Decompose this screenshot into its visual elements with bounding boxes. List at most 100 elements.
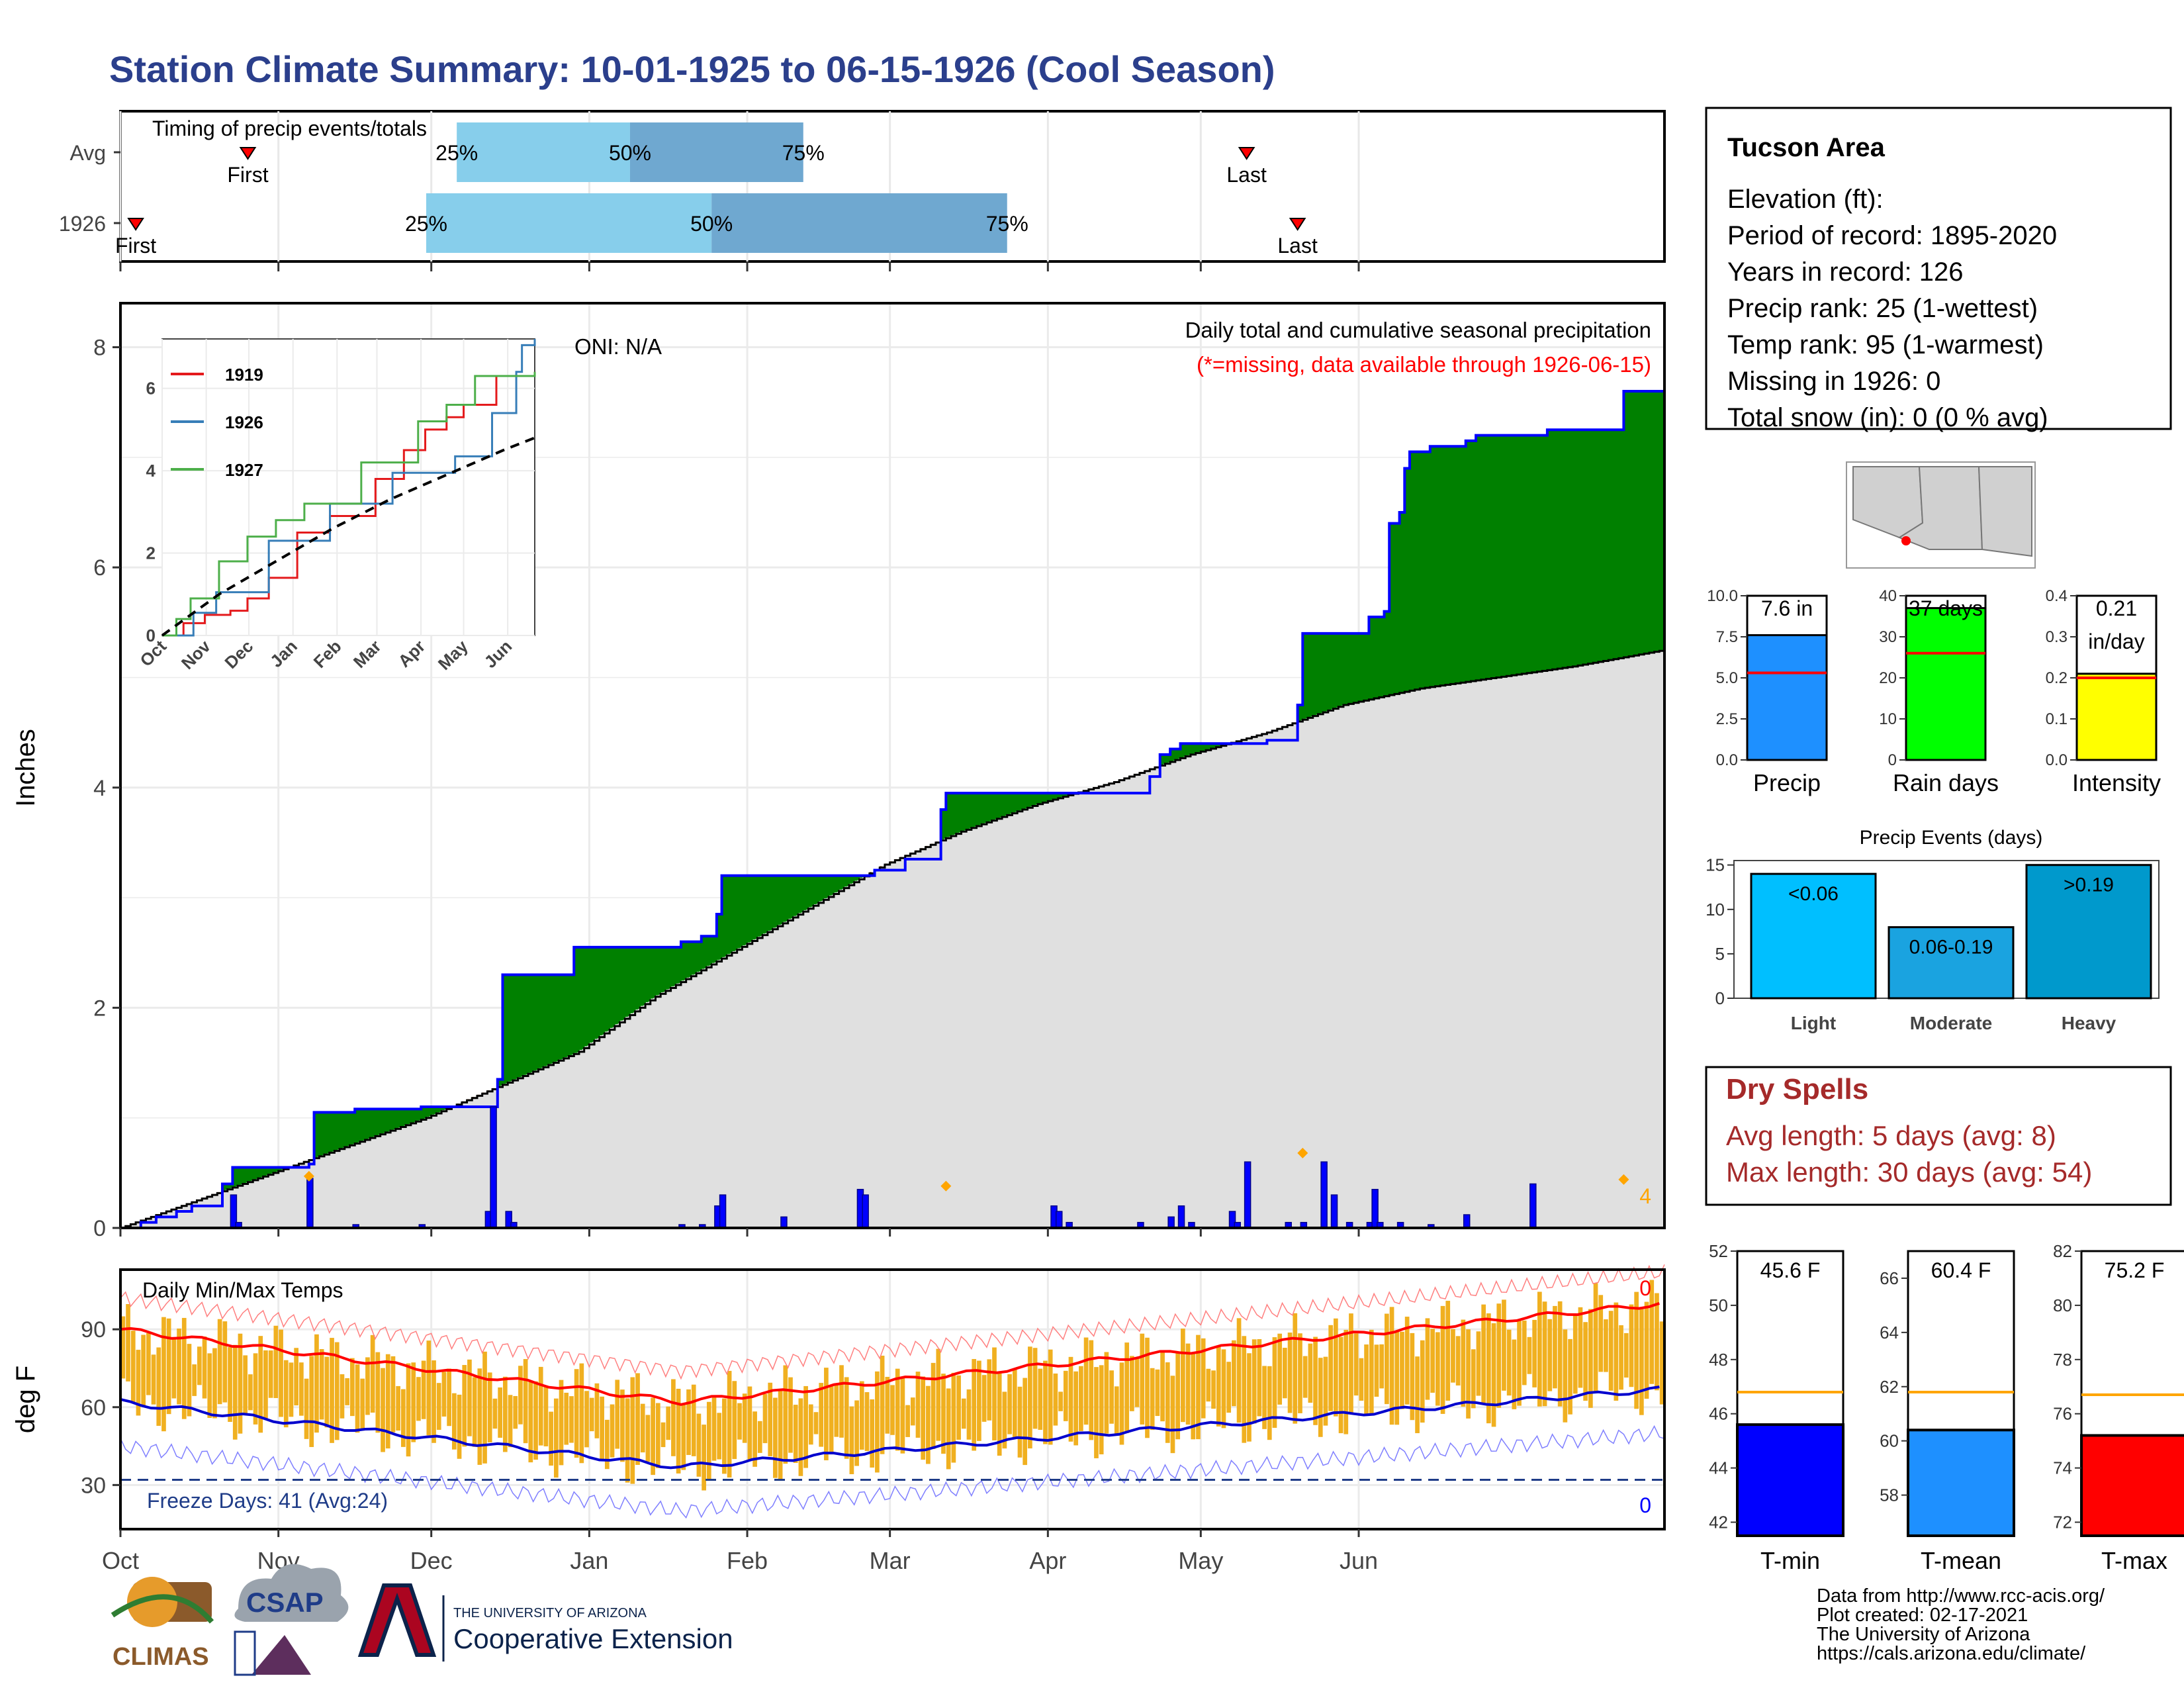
daily-temp-range: [1338, 1336, 1343, 1434]
daily-temp-range: [798, 1398, 803, 1476]
daily-temp-range: [441, 1372, 447, 1417]
daily-precip-bar: [862, 1194, 869, 1229]
daily-temp-range: [528, 1382, 533, 1463]
daily-temp-range: [829, 1385, 834, 1454]
above-average-area: [1542, 435, 1548, 671]
daily-temp-range: [181, 1317, 187, 1419]
daily-temp-range: [538, 1366, 543, 1446]
above-average-area: [1496, 435, 1502, 677]
daily-temp-range: [1349, 1313, 1353, 1414]
temp-bar-tick: 42: [1709, 1513, 1728, 1532]
above-average-area: [1216, 743, 1222, 747]
daily-temp-range: [594, 1383, 600, 1438]
daily-temp-range: [696, 1413, 702, 1477]
daily-temp-range: [778, 1389, 783, 1481]
above-average-area: [986, 793, 993, 822]
above-average-area: [365, 1109, 371, 1139]
daily-temp-range: [584, 1391, 589, 1448]
temp-bar-value: 45.6 F: [1760, 1258, 1821, 1282]
above-average-area: [497, 1079, 504, 1086]
daily-temp-range: [1094, 1367, 1099, 1458]
above-average-area: [1302, 633, 1308, 719]
above-average-area: [1063, 793, 1069, 796]
daily-temp-range: [773, 1397, 778, 1478]
above-average-area: [1654, 391, 1661, 651]
above-average-area: [584, 947, 590, 1047]
daily-temp-range: [1170, 1376, 1175, 1454]
outlier-marker: [303, 1170, 314, 1182]
daily-temp-range: [1328, 1325, 1334, 1411]
above-average-area: [1363, 633, 1370, 700]
mini-bar-tick: 20: [1879, 669, 1897, 687]
daily-temp-range: [1644, 1301, 1649, 1399]
daily-temp-range: [1257, 1338, 1262, 1417]
daily-temp-range: [1461, 1319, 1466, 1407]
month-label: Oct: [102, 1547, 139, 1574]
info-line: Temp rank: 95 (1-warmest): [1727, 330, 2044, 359]
timing-label: Timing of precip events/totals: [152, 117, 427, 140]
above-average-area: [767, 875, 774, 931]
precip-event-category: Heavy: [2062, 1013, 2116, 1033]
freeze-days-label: Freeze Days: 41 (Avg:24): [147, 1489, 388, 1513]
csap-logo: CSAP: [234, 1564, 349, 1676]
daily-temp-range: [273, 1325, 279, 1398]
daily-temp-range: [1588, 1309, 1593, 1408]
temperature-panel: Daily Min/Max Temps Freeze Days: 41 (Avg:…: [11, 1264, 1666, 1530]
daily-temp-range: [385, 1354, 390, 1449]
temp-bar-t-mean: [1907, 1429, 2015, 1537]
above-average-area: [849, 875, 855, 884]
daily-temp-range: [432, 1360, 436, 1443]
above-average-area: [1170, 749, 1176, 761]
timing-bar-50-75: [629, 122, 803, 182]
above-average-area: [1022, 793, 1028, 809]
first-label: First: [115, 234, 156, 258]
daily-temp-range: [1481, 1304, 1486, 1404]
above-average-area: [640, 947, 646, 1006]
daily-temp-range: [283, 1360, 289, 1428]
timing-panel: Timing of precip events/totals Avg 25% 50% 7…: [59, 110, 1666, 271]
above-average-area: [594, 947, 600, 1039]
temp-panel-label: Daily Min/Max Temps: [142, 1278, 343, 1302]
above-average-area: [222, 1184, 228, 1191]
above-average-area: [1002, 793, 1008, 816]
daily-temp-range: [819, 1383, 824, 1447]
mini-bar-tick: 30: [1879, 628, 1897, 646]
daily-temp-range: [905, 1405, 910, 1437]
daily-temp-range: [1451, 1329, 1455, 1383]
daily-temp-range: [1563, 1329, 1568, 1423]
above-average-area: [1379, 616, 1385, 697]
daily-temp-range: [1502, 1299, 1506, 1391]
above-average-area: [1435, 446, 1441, 686]
daily-temp-range: [207, 1353, 212, 1418]
above-average-area: [1598, 430, 1604, 662]
daily-temp-range: [477, 1368, 482, 1465]
daily-temp-range: [900, 1378, 905, 1454]
daily-temp-range: [997, 1373, 1002, 1456]
daily-precip-bar: [1055, 1211, 1063, 1229]
daily-temp-range: [966, 1389, 972, 1440]
daily-temp-range: [1099, 1365, 1104, 1455]
daily-temp-range: [120, 1316, 126, 1379]
above-average-area: [956, 793, 962, 833]
daily-temp-range: [1160, 1352, 1165, 1422]
month-label: Feb: [727, 1547, 768, 1574]
daily-temp-range: [340, 1374, 345, 1419]
daily-temp-range: [1553, 1305, 1557, 1389]
above-average-area: [829, 875, 835, 896]
daily-temp-range: [1420, 1340, 1425, 1423]
month-label: Jun: [1340, 1547, 1378, 1574]
daily-temp-range: [1083, 1337, 1089, 1425]
above-average-area: [329, 1112, 336, 1152]
above-average-area: [1343, 633, 1349, 705]
above-average-area: [1312, 633, 1319, 716]
season-summary-bars: 7.6 in 0.0 2.5 5.0 7.5 10.0 Precip 37 days 0 10 20…: [1707, 587, 2161, 796]
daily-temp-range: [222, 1321, 228, 1403]
mini-bar-tick: 7.5: [1716, 628, 1738, 646]
above-average-area: [268, 1167, 274, 1174]
daily-temp-range: [1236, 1318, 1242, 1423]
above-average-area: [518, 974, 524, 1078]
daily-temp-range: [813, 1412, 819, 1434]
daily-temp-range: [1598, 1295, 1604, 1372]
above-average-area: [273, 1167, 279, 1172]
month-axis: Oct Nov Dec Jan Feb Mar Apr May Jun: [102, 1529, 1378, 1574]
